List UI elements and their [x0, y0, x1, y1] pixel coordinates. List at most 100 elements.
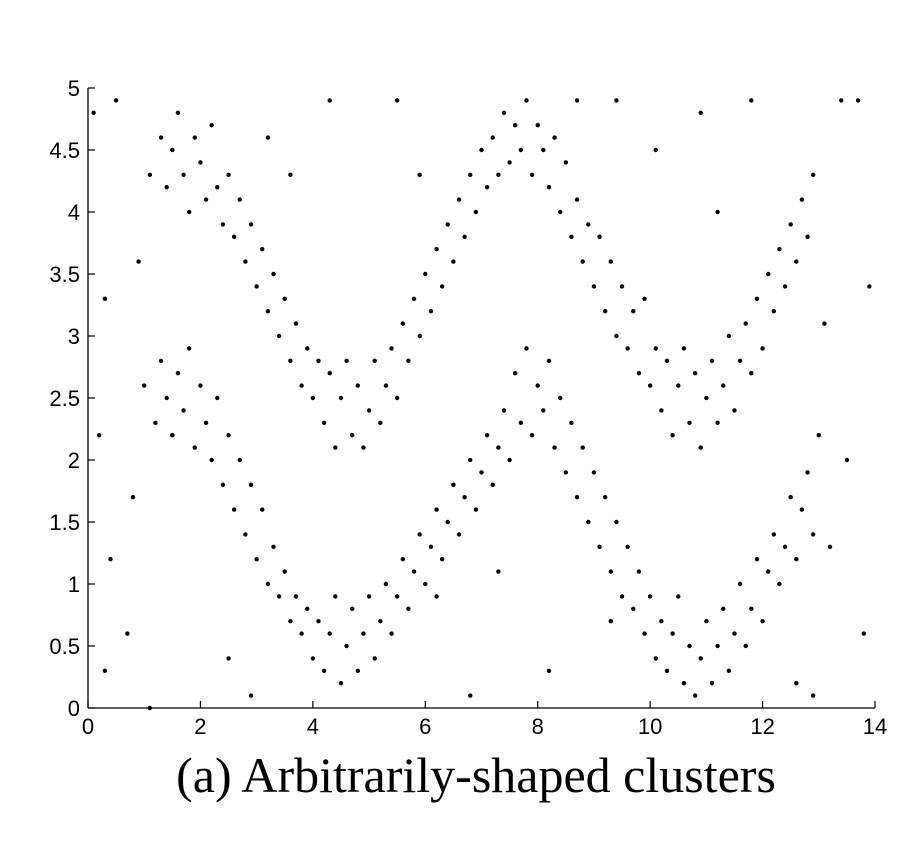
point [186, 209, 192, 215]
point [400, 321, 405, 326]
point [243, 259, 248, 264]
point [501, 408, 507, 413]
point [614, 98, 619, 103]
point [799, 507, 805, 512]
point [439, 284, 445, 289]
point [535, 123, 540, 128]
point [636, 569, 642, 574]
point [546, 185, 552, 190]
point [749, 606, 754, 611]
point [231, 234, 237, 239]
point [451, 482, 456, 487]
point [226, 433, 231, 438]
point [777, 247, 782, 252]
point [355, 383, 361, 388]
point [574, 495, 580, 500]
point [788, 222, 793, 227]
point [670, 433, 675, 438]
point [653, 147, 658, 153]
point [631, 606, 636, 611]
point [338, 681, 344, 686]
point [434, 507, 439, 512]
point [198, 383, 203, 388]
point [226, 172, 231, 177]
point [704, 395, 709, 401]
x-tick-label: 12 [750, 714, 774, 739]
point [361, 445, 366, 450]
point [203, 420, 209, 425]
point [243, 532, 248, 537]
point [181, 172, 186, 177]
point [653, 656, 658, 661]
y-tick-label: 3.5 [49, 262, 80, 287]
point [237, 197, 242, 202]
point [215, 185, 220, 190]
point [338, 395, 344, 401]
y-tick-label: 4.5 [49, 138, 80, 163]
point [614, 333, 619, 339]
point [844, 457, 850, 463]
point [552, 135, 557, 140]
caption: (a) Arbitrarily-shaped clusters [176, 747, 776, 803]
point [574, 98, 580, 103]
point [175, 371, 181, 376]
point [389, 346, 394, 351]
point [670, 631, 675, 636]
point [574, 197, 580, 202]
point [563, 160, 569, 165]
point [473, 507, 479, 512]
point [209, 123, 214, 128]
point [265, 581, 271, 587]
point [321, 668, 327, 673]
point [366, 594, 372, 599]
point [299, 631, 304, 636]
point [715, 420, 720, 425]
point [704, 619, 709, 624]
point [805, 470, 810, 475]
points [91, 98, 872, 711]
point [333, 594, 338, 599]
point [158, 135, 164, 140]
point [209, 457, 214, 463]
point [350, 606, 355, 611]
point [456, 197, 462, 202]
point [451, 259, 456, 264]
point [496, 569, 501, 574]
point [732, 631, 737, 636]
point [383, 581, 389, 587]
point [344, 643, 349, 649]
point [569, 420, 574, 425]
point [394, 395, 400, 401]
point [186, 346, 192, 351]
point [305, 606, 310, 611]
point [743, 321, 748, 326]
point [698, 110, 703, 116]
y-tick-label: 5 [68, 76, 80, 101]
point [248, 693, 254, 698]
y-tick-label: 2.5 [49, 386, 80, 411]
point [771, 309, 777, 314]
point [164, 395, 169, 401]
point [456, 532, 462, 537]
point [563, 470, 569, 475]
point [507, 457, 512, 463]
point [782, 284, 788, 289]
point [344, 358, 349, 363]
point [220, 482, 226, 487]
point [760, 619, 765, 624]
point [102, 668, 108, 673]
point [383, 383, 389, 388]
point [293, 321, 299, 326]
point [170, 147, 175, 153]
point [192, 445, 198, 450]
x-tick-label: 2 [194, 714, 206, 739]
point [316, 619, 321, 624]
point [541, 408, 546, 413]
point [659, 619, 664, 624]
point [462, 495, 467, 500]
point [631, 309, 636, 314]
point [754, 557, 760, 562]
point [529, 172, 535, 177]
point [501, 110, 507, 116]
point [248, 482, 254, 487]
